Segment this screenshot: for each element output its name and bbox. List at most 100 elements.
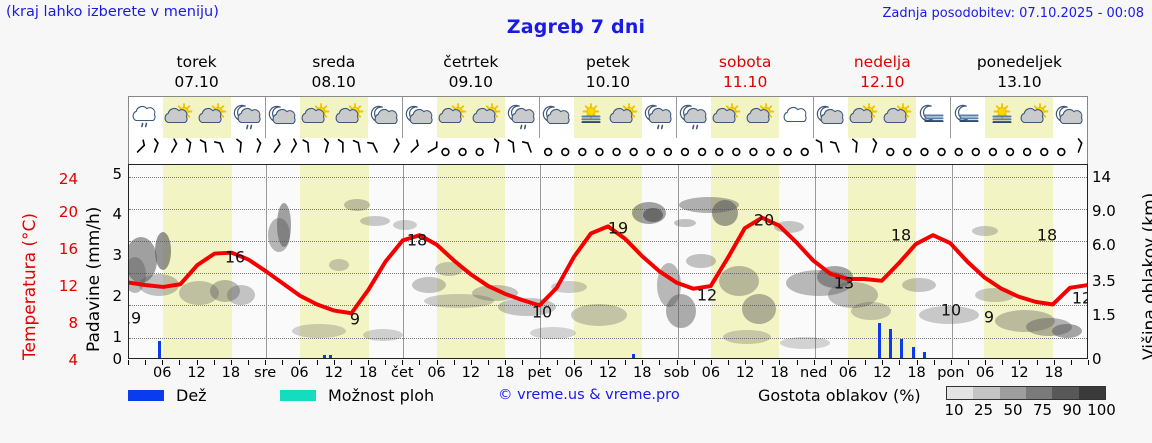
x-tick-label: 18 — [907, 365, 926, 381]
precip-bar — [631, 353, 635, 358]
x-tick-mark — [282, 360, 284, 365]
temp-label: 13 — [833, 273, 855, 293]
cloud-density-step-90 — [1052, 387, 1079, 399]
x-tick-mark — [642, 360, 644, 365]
day-name: nedelja — [853, 53, 911, 71]
x-tick-mark — [333, 360, 335, 365]
gridline-h-5 — [129, 337, 1087, 339]
daylight-band — [471, 165, 506, 358]
day-header-2: sreda 08.10 — [265, 52, 402, 94]
day-name: ponedeljek — [976, 53, 1062, 71]
icon-day-slot-2 — [266, 97, 403, 138]
x-tick-mark — [1088, 360, 1089, 365]
cloud-icon — [779, 97, 813, 138]
day-date: 11.10 — [722, 73, 768, 91]
sun-cloud-icon — [1019, 97, 1053, 138]
x-tick-mark — [1036, 360, 1038, 365]
temp-label: 20 — [753, 210, 775, 230]
cloud-density-step-10 — [947, 387, 974, 399]
cloud-density-step-50 — [999, 387, 1026, 399]
x-tick-mark — [505, 360, 507, 365]
sun-cloud-icon — [300, 97, 334, 138]
cloud-drizzle-icon — [129, 97, 163, 138]
x-tick-mark — [865, 360, 867, 365]
daylight-band — [847, 165, 882, 358]
time-axis: 06 12 18 sre 06 12 18 čet 06 12 18 pet 06 12 18 sob 06 12… — [128, 360, 1089, 382]
cloud-density-gradient — [946, 386, 1106, 400]
copyright-link[interactable]: © vreme.us & vreme.pro — [498, 387, 680, 403]
x-tick-mark — [1019, 360, 1021, 365]
x-tick-label: 06 — [701, 365, 721, 381]
cloud-density-label-100: 100 — [1087, 401, 1116, 419]
day-name: torek — [176, 53, 217, 71]
forecast-plot: 19 16 9 18 10 19 12 20 13 18 10 18 9 12 — [128, 164, 1088, 359]
cloud-tick-6.0: 6.0 — [1092, 236, 1116, 254]
cloud-height-axis-title: Višina oblakov (km) — [1140, 192, 1152, 360]
x-tick-mark — [162, 360, 164, 365]
x-tick-label: 12 — [461, 365, 481, 381]
temp-label: 18 — [1036, 225, 1058, 245]
gridline-h-4 — [129, 305, 1087, 307]
x-tick-mark — [659, 360, 661, 365]
x-tick-mark — [916, 360, 918, 365]
temp-label: 18 — [406, 230, 428, 250]
temp-label: 19 — [129, 308, 142, 328]
x-tick-label: 06 — [564, 365, 583, 381]
x-tick-mark — [385, 360, 387, 365]
daylight-band — [1018, 165, 1053, 358]
last-update-text: Zadnja posodobitev: 07.10.2025 - 00:08 — [882, 6, 1144, 21]
day-name: sreda — [312, 53, 356, 71]
x-tick-mark — [248, 360, 249, 365]
x-tick-mark — [316, 360, 318, 365]
x-tick-mark — [419, 360, 421, 365]
x-tick-label: 18 — [358, 365, 378, 381]
temp-tick-20: 20 — [58, 203, 78, 221]
gridline-h-0 — [129, 176, 1087, 178]
day-header-4: petek 10.10 — [539, 52, 676, 94]
day-header-7: ponedeljek 13.10 — [951, 52, 1088, 94]
x-tick-label: 18 — [633, 365, 652, 381]
x-tick-mark — [933, 360, 935, 365]
x-tick-mark — [230, 360, 232, 365]
x-tick-mark — [128, 360, 129, 365]
x-tick-mark — [796, 360, 798, 365]
x-tick-label: 06 — [838, 365, 858, 381]
x-tick-mark — [350, 360, 352, 365]
precip-bar — [900, 338, 904, 358]
day-name: sobota — [718, 53, 772, 71]
moon-cloud-drizzle-icon — [677, 97, 711, 138]
day-header-1: torek 07.10 — [128, 52, 265, 94]
x-tick-mark — [1053, 360, 1055, 365]
x-tick-mark — [539, 360, 541, 365]
x-tick-mark — [950, 360, 952, 365]
rain-legend-swatch — [128, 390, 164, 401]
precip-bar — [329, 355, 332, 358]
temperature-line — [129, 215, 1087, 316]
sun-cloud-icon — [471, 97, 505, 138]
x-tick-mark — [196, 360, 198, 365]
moon-cloud-drizzle-icon — [505, 97, 539, 138]
icon-day-slot-5 — [677, 97, 814, 138]
cloud-tick-3.5: 3.5 — [1092, 272, 1116, 290]
x-day-boundary-label: pon — [937, 365, 965, 381]
day-separator-2 — [403, 165, 405, 358]
x-tick-label: 18 — [770, 365, 789, 381]
x-tick-mark — [848, 360, 849, 365]
cloud-tick-0: 0 — [1092, 350, 1102, 368]
x-tick-mark — [1002, 360, 1004, 365]
x-tick-mark — [779, 360, 781, 365]
temp-label: 12 — [696, 285, 718, 305]
x-tick-label: 06 — [427, 365, 446, 381]
moon-fog-icon — [916, 97, 950, 138]
day-separator-6 — [951, 165, 953, 358]
day-separator-3 — [540, 165, 542, 358]
day-separator-4 — [677, 165, 679, 358]
x-tick-mark — [179, 360, 181, 365]
x-tick-label: 18 — [221, 365, 241, 381]
precip-tick-0: 0 — [112, 350, 122, 368]
temp-label: 10 — [531, 302, 553, 322]
x-tick-mark — [625, 360, 627, 365]
showers-legend-label: Možnost ploh — [328, 386, 435, 405]
daylight-band — [300, 165, 335, 358]
day-date: 09.10 — [448, 73, 494, 91]
